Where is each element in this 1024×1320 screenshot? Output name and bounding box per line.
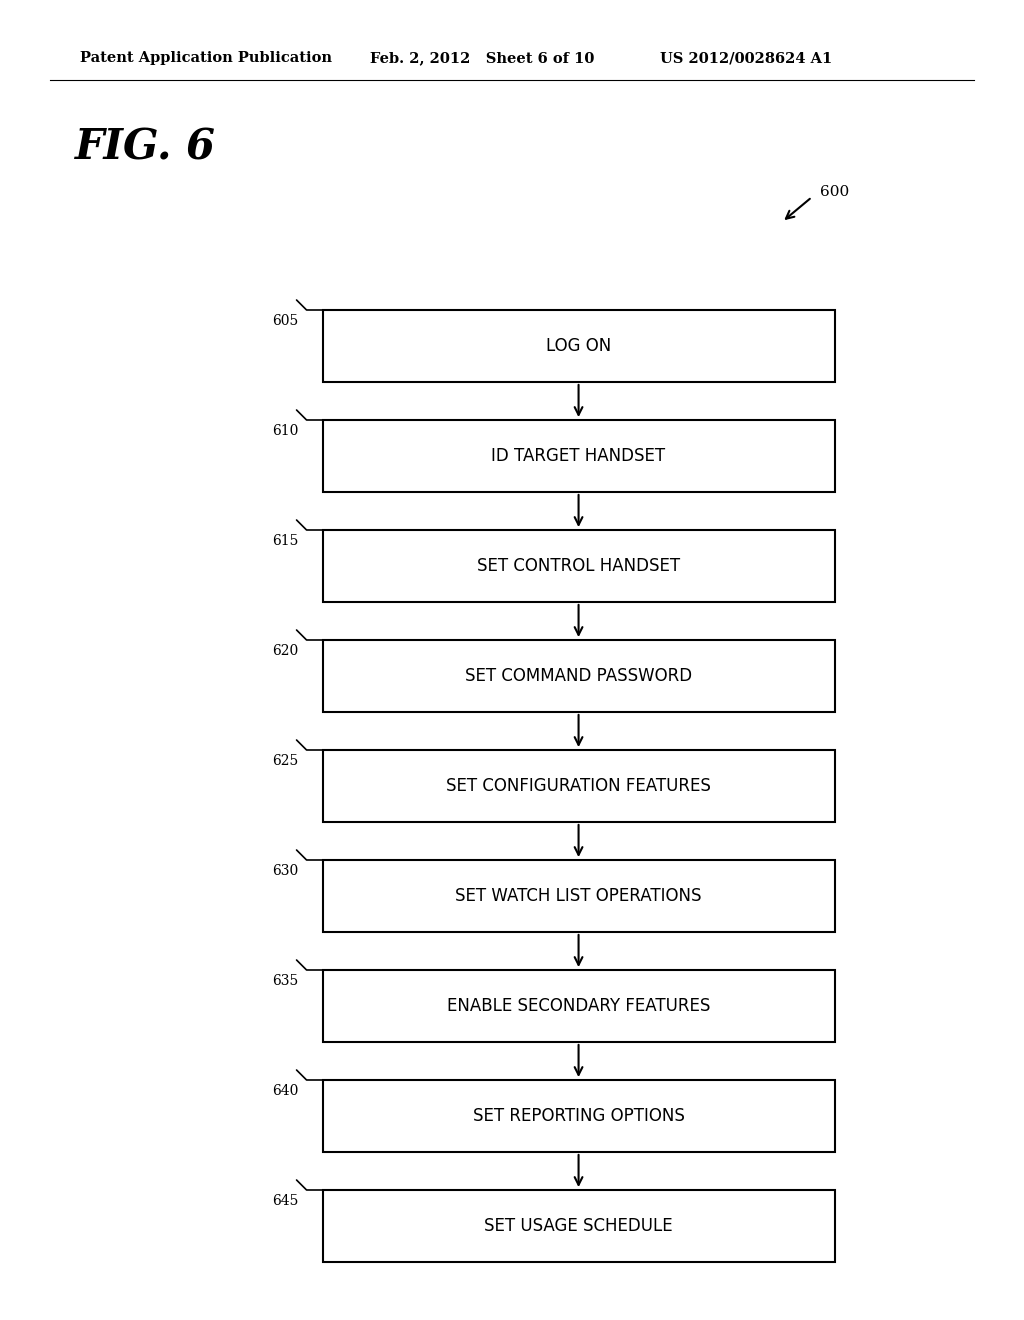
- Text: 605: 605: [272, 314, 299, 327]
- Bar: [323, 750, 835, 822]
- Text: 620: 620: [272, 644, 299, 657]
- Text: 635: 635: [272, 974, 299, 987]
- Bar: [323, 1080, 835, 1152]
- Bar: [323, 861, 835, 932]
- Text: 645: 645: [272, 1195, 299, 1208]
- Bar: [323, 640, 835, 711]
- Text: SET REPORTING OPTIONS: SET REPORTING OPTIONS: [473, 1107, 684, 1125]
- Bar: [323, 310, 835, 381]
- Text: 630: 630: [272, 865, 299, 878]
- Bar: [323, 420, 835, 492]
- Text: ID TARGET HANDSET: ID TARGET HANDSET: [492, 447, 666, 465]
- Text: US 2012/0028624 A1: US 2012/0028624 A1: [660, 51, 833, 65]
- Text: 640: 640: [272, 1084, 299, 1098]
- Text: Patent Application Publication: Patent Application Publication: [80, 51, 332, 65]
- Text: 600: 600: [820, 185, 849, 199]
- Text: 625: 625: [272, 754, 299, 768]
- Text: SET COMMAND PASSWORD: SET COMMAND PASSWORD: [465, 667, 692, 685]
- Text: 615: 615: [272, 535, 299, 548]
- Bar: [323, 531, 835, 602]
- Text: LOG ON: LOG ON: [546, 337, 611, 355]
- Text: SET USAGE SCHEDULE: SET USAGE SCHEDULE: [484, 1217, 673, 1236]
- Text: FIG. 6: FIG. 6: [75, 127, 216, 169]
- Text: SET CONTROL HANDSET: SET CONTROL HANDSET: [477, 557, 680, 576]
- Text: SET CONFIGURATION FEATURES: SET CONFIGURATION FEATURES: [446, 777, 711, 795]
- Text: ENABLE SECONDARY FEATURES: ENABLE SECONDARY FEATURES: [446, 997, 711, 1015]
- Bar: [323, 1191, 835, 1262]
- Bar: [323, 970, 835, 1041]
- Text: 610: 610: [272, 424, 299, 438]
- Text: Feb. 2, 2012   Sheet 6 of 10: Feb. 2, 2012 Sheet 6 of 10: [370, 51, 594, 65]
- Text: SET WATCH LIST OPERATIONS: SET WATCH LIST OPERATIONS: [456, 887, 701, 906]
